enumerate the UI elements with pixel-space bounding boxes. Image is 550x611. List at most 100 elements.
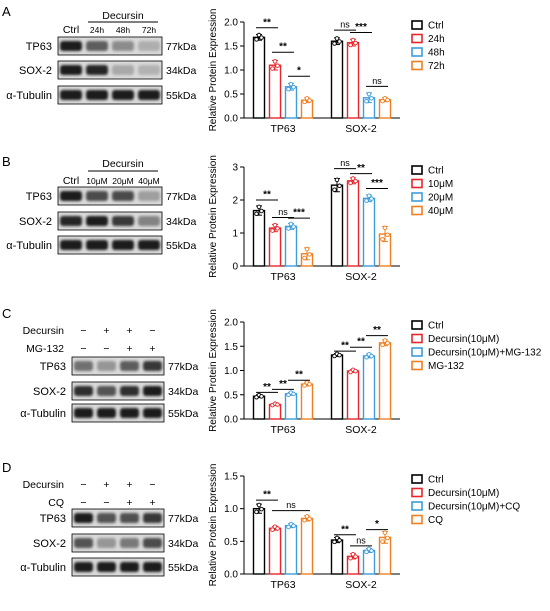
blot-band [120, 513, 139, 523]
panel-label: A [2, 4, 11, 19]
data-point [259, 506, 264, 512]
legend-entry: 40μM [428, 206, 453, 217]
protein-label: TP63 [26, 41, 52, 53]
data-point [275, 526, 280, 531]
legend-entry: 24h [428, 34, 445, 45]
x-category-label: SOX-2 [345, 123, 377, 135]
western-blot: Decursin − + + − CQ − − + + TP63 77kDa SOX-2 34kDa α-T… [20, 479, 199, 577]
data-point [302, 518, 307, 523]
kda-label: 55kDa [168, 562, 199, 574]
lane-label: 48h [116, 25, 130, 35]
treatment-sign: − [149, 325, 155, 337]
significance-label: ** [263, 382, 271, 393]
bar [330, 539, 344, 575]
legend-swatch [411, 192, 423, 202]
significance-label: *** [355, 22, 367, 33]
y-tick-label: 2.0 [224, 18, 238, 29]
western-blot: Decursin Ctrl 10μM 20μM 40μM TP63 77kDa SOX-2 34… [6, 158, 197, 255]
legend-entry: Decursin(10μM)+CQ [428, 502, 520, 513]
blot-band [60, 191, 82, 201]
y-tick-label: 0.0 [224, 570, 238, 581]
treatment-sign: + [126, 479, 132, 491]
data-point [353, 40, 358, 46]
data-point [380, 539, 385, 544]
legend-entry: MG-132 [428, 361, 465, 372]
y-tick-label: 0 [232, 262, 238, 273]
bar [362, 355, 376, 420]
y-tick-label: 0.0 [224, 114, 238, 125]
legend-swatch [411, 320, 423, 330]
legend: Ctrl Decursin(10μM) Decursin(10μM)+CQ CQ [411, 474, 520, 526]
y-tick-label: 0.5 [224, 537, 238, 548]
legend-swatch [411, 474, 423, 484]
legend-swatch [411, 514, 423, 525]
data-point [270, 66, 275, 71]
blot-band [74, 361, 93, 371]
treatment-row-label: Decursin [23, 325, 65, 337]
legend-swatch [411, 347, 423, 357]
blot-band [143, 562, 162, 572]
panel-label: B [2, 154, 11, 169]
data-point [353, 368, 358, 374]
panel-label: C [2, 306, 11, 321]
data-point [337, 538, 342, 543]
blot-band [74, 538, 93, 548]
legend-entry: Ctrl [428, 21, 444, 32]
legend-entry: Ctrl [428, 321, 444, 332]
data-point [380, 237, 385, 242]
significance-label: ns [372, 76, 382, 86]
data-point [302, 255, 307, 261]
data-point [307, 98, 312, 103]
protein-label: TP63 [26, 191, 52, 203]
data-point [288, 221, 294, 227]
bar [346, 370, 360, 420]
bar [362, 197, 376, 267]
treatment-sign: + [149, 343, 155, 355]
blot-strip [71, 508, 165, 528]
protein-label: α-Tubulin [6, 240, 52, 252]
data-point [382, 530, 388, 535]
legend-swatch [411, 205, 423, 216]
legend-entry: 48h [428, 48, 445, 59]
data-point [275, 226, 280, 231]
kda-label: 77kDa [168, 513, 199, 525]
legend-swatch [411, 178, 423, 189]
legend: Ctrl Decursin(10μM) Decursin(10μM)+MG-132 M… [411, 320, 542, 372]
significance-label: ** [279, 379, 287, 390]
data-point [286, 86, 291, 92]
bar [330, 40, 344, 119]
data-point [385, 97, 390, 103]
data-point [366, 91, 372, 97]
legend-swatch [411, 360, 423, 371]
blot-band [97, 408, 116, 418]
data-point [307, 382, 312, 387]
blot-band [138, 216, 160, 226]
data-point [364, 198, 369, 203]
significance-label: ** [263, 490, 271, 501]
blot-band [74, 562, 93, 572]
data-point [385, 340, 390, 346]
blot-band [60, 216, 82, 226]
data-point [334, 177, 340, 183]
x-category-label: TP63 [270, 271, 295, 283]
significance-label: ** [341, 524, 349, 535]
x-category-label: TP63 [270, 579, 295, 591]
data-point [369, 196, 374, 201]
data-point [332, 539, 337, 545]
blot-band [112, 65, 134, 75]
legend-swatch [411, 20, 423, 30]
blot-band [86, 65, 108, 75]
blot-band [112, 90, 134, 100]
panel-d: D Decursin − + + − CQ − − + + TP63 77kDa SOX-2 34kDa α-… [2, 460, 199, 577]
bar [268, 527, 282, 575]
significance-label: ** [341, 341, 349, 352]
data-point [385, 232, 390, 237]
significance-label: ** [263, 17, 271, 28]
bar [252, 395, 266, 420]
significance-label: ns [278, 207, 288, 217]
kda-label: 34kDa [168, 538, 199, 550]
data-point [382, 225, 388, 231]
treatment-sign: − [103, 497, 109, 509]
blot-band [120, 538, 139, 548]
